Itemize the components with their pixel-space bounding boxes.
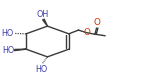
Polygon shape bbox=[43, 19, 48, 26]
Text: OH: OH bbox=[37, 10, 49, 19]
Polygon shape bbox=[15, 49, 26, 51]
Text: HO: HO bbox=[35, 65, 47, 74]
Text: HO: HO bbox=[1, 29, 13, 38]
Text: O: O bbox=[93, 18, 100, 27]
Text: O: O bbox=[83, 28, 90, 37]
Text: HO: HO bbox=[2, 45, 14, 55]
